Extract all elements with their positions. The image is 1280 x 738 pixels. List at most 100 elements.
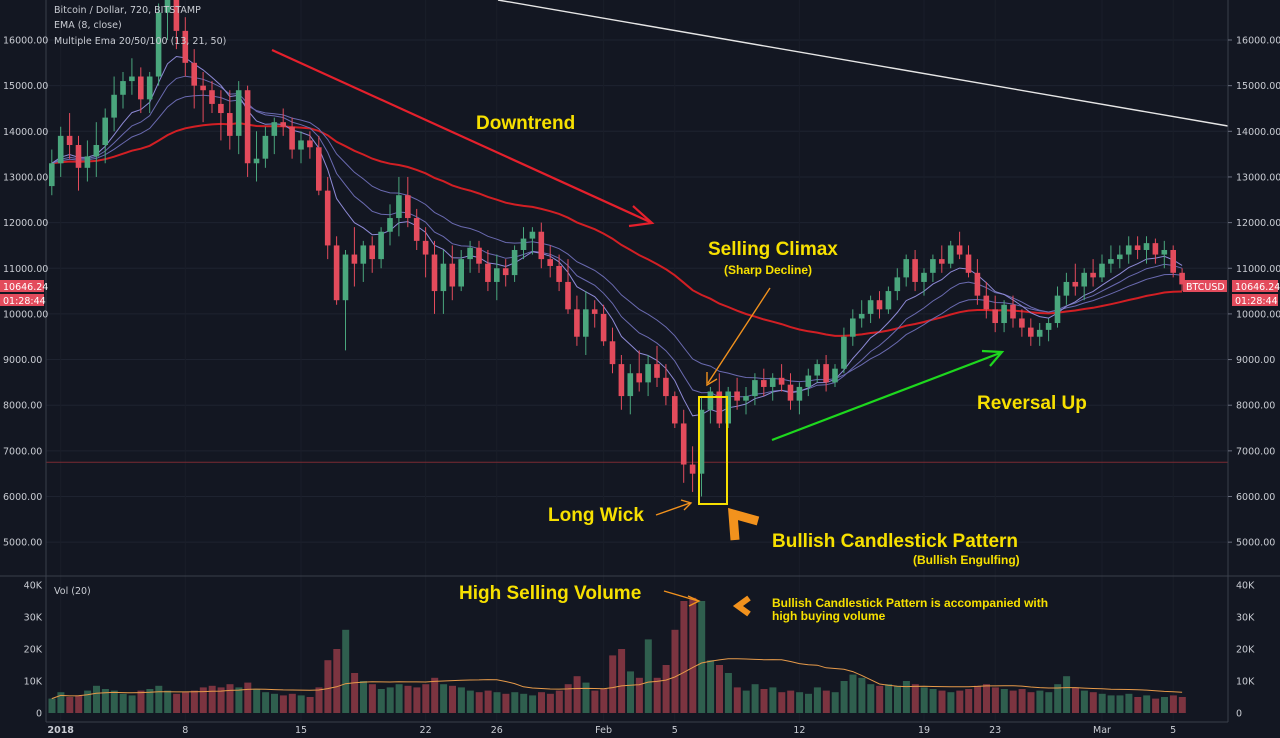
candle-body [894,277,901,292]
symbol-tag-bg [1183,280,1227,292]
candle [556,254,562,292]
candle-body [271,122,278,136]
candle-body [440,263,447,292]
candle-body [1161,249,1168,255]
candle [841,327,847,374]
candle [636,350,642,392]
candle-body [1072,281,1079,287]
candle-body [422,240,429,255]
volume-bar [324,660,332,713]
volume-bar [653,677,661,713]
candle-body [494,268,500,282]
volume-bar [244,682,252,713]
volume-bar [520,693,528,713]
buying-volume-label-line2: high buying volume [772,609,886,623]
candle-body [832,368,838,383]
volume-bar [1009,690,1017,713]
candle-body [698,409,705,474]
candle-body [449,263,456,287]
candle [1152,238,1159,264]
volume-bar [929,689,937,713]
candle [1161,240,1168,269]
candle [66,113,73,159]
candle [1143,236,1150,264]
candle [396,176,402,237]
candle-body [1108,259,1114,264]
candle [431,240,438,314]
candle [280,108,286,136]
candle-body [164,0,171,13]
volume-bar [1134,697,1142,713]
candle-body [841,336,847,369]
candle [850,309,856,346]
candle [1081,268,1087,301]
candle-body [867,300,874,314]
candle-body [939,259,945,264]
volume-bar [1063,676,1071,713]
candle-body [146,76,153,100]
multi-ema-legend: Multiple Ema 20/50/100 (13, 21, 50) [54,36,226,47]
candle [333,236,340,305]
volume-bar [564,684,572,713]
date-tick-label: 19 [918,725,930,736]
volume-bar [885,684,893,713]
volume-bar [502,693,510,713]
volume-bar [253,689,261,713]
candle-body [502,268,509,276]
volume-bar [965,689,973,713]
candle-body [253,158,260,164]
ema-legend: EMA (8, close) [54,20,122,31]
candle-body [333,245,340,301]
grid [46,0,1228,722]
volume-bar [1080,690,1088,713]
volume-bar [511,692,519,713]
candle [1010,295,1016,328]
volume-bar [591,690,599,713]
volume-bar [671,629,679,713]
high-selling-volume-arrow [663,590,701,607]
candle [1108,245,1114,273]
volume-bar [297,695,305,713]
candle [413,208,420,250]
candle-body [66,135,73,145]
price-tick-label: 7000.00 [3,446,42,457]
countdown-tag-right: 01:28:44 [1235,296,1278,307]
candle-body [805,375,812,387]
candle [885,286,892,314]
candle-body [1063,281,1070,296]
candle-body [1099,263,1105,278]
price-tick-label: 14000.00 [3,127,48,138]
reversal-up-arrow [771,349,1005,442]
candle-body [1045,323,1052,330]
volume-ma-line [51,658,1183,700]
candle-body [761,380,767,387]
candle [440,249,447,314]
volume-bar [858,677,866,713]
candle-body [182,30,189,63]
candle-body [360,245,367,264]
candle [1054,286,1061,328]
volume-bar [956,690,964,713]
candle [876,291,883,319]
candle-body [574,309,580,337]
candle [956,231,963,260]
candle [84,140,91,182]
volume-bar [333,649,341,713]
volume-bar [1089,692,1097,713]
price-tick-label: 10000.00 [3,309,48,320]
engulfing-highlight-box [698,396,728,505]
candle-body [609,341,616,365]
volume-bar [822,690,830,713]
candle [672,391,678,429]
candle [769,373,776,401]
candle [974,259,981,305]
volume-bar [849,674,857,713]
candle [1170,245,1176,278]
candle [1125,236,1132,264]
candle-body [431,254,438,292]
candle-body [235,90,242,136]
price-tick-label: 11000.00 [1236,264,1280,275]
volume-bar [101,689,109,713]
candle [663,364,669,406]
